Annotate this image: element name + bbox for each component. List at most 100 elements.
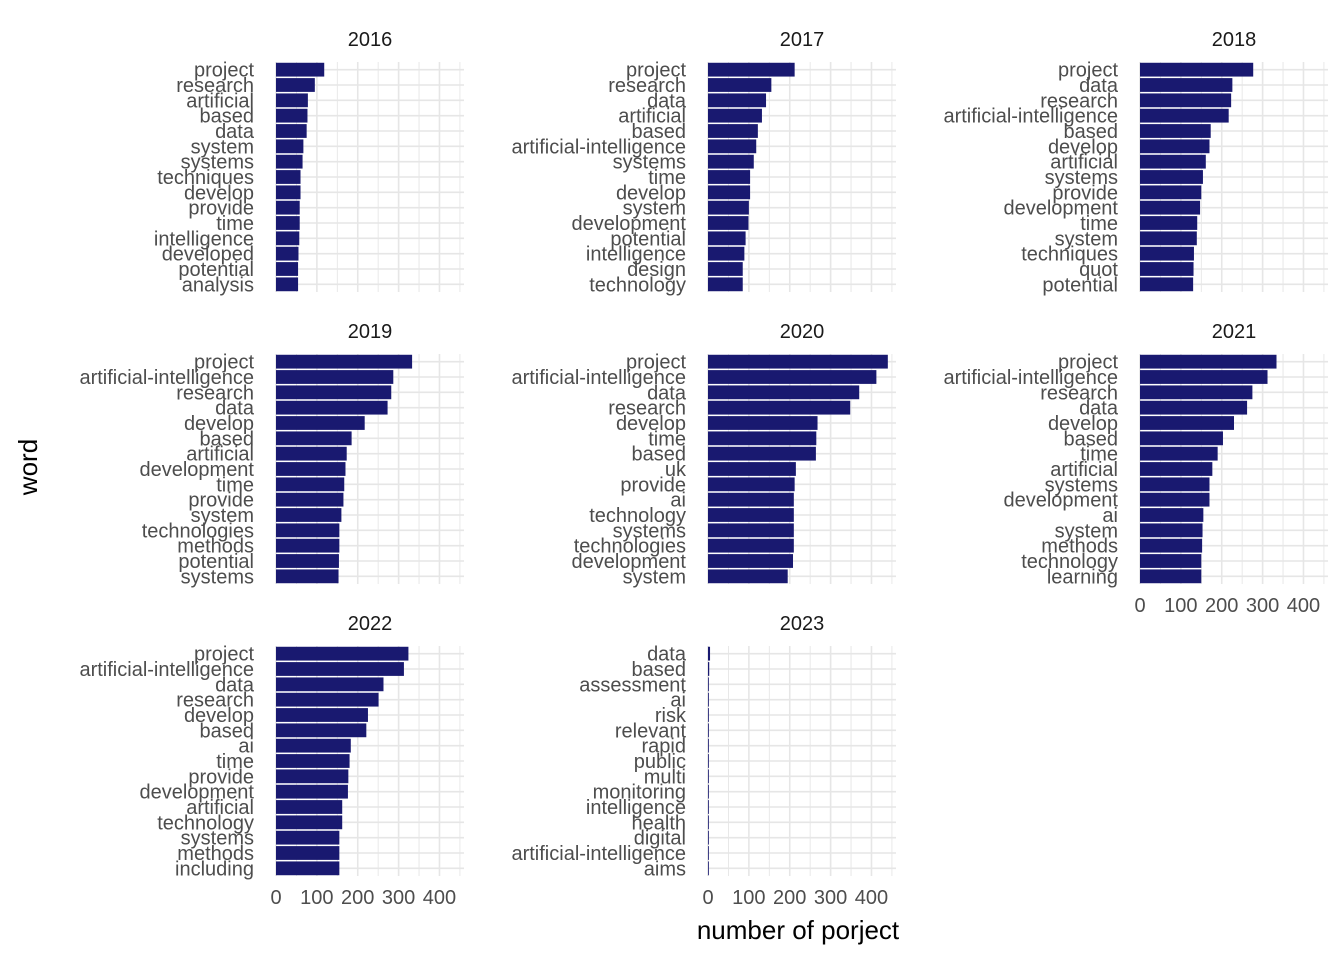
bar xyxy=(276,78,315,92)
category-label: based xyxy=(632,121,687,143)
category-label: data xyxy=(215,398,255,420)
bar xyxy=(1140,216,1198,230)
bar xyxy=(708,523,794,538)
bar xyxy=(708,769,709,784)
category-label: developed xyxy=(162,244,254,266)
bar xyxy=(1140,246,1194,261)
category-label: multi xyxy=(644,766,686,788)
panel-2017: 2017 projectresearchdataartificialbasedar… xyxy=(511,29,896,296)
category-label: digital xyxy=(634,828,686,850)
bar xyxy=(276,662,404,676)
bar xyxy=(276,446,347,461)
bar xyxy=(708,754,709,768)
category-label: project xyxy=(194,352,254,374)
bar xyxy=(276,246,299,261)
bar xyxy=(708,108,762,123)
bar xyxy=(1140,416,1234,430)
category-label: project xyxy=(194,60,254,82)
panel-title: 2020 xyxy=(780,321,825,343)
category-label: research xyxy=(608,75,686,97)
bar xyxy=(276,262,299,276)
category-label: development xyxy=(571,213,686,235)
category-label: artificial-intelligence xyxy=(943,367,1118,389)
bar xyxy=(276,62,325,77)
x-tick-label: 100 xyxy=(300,887,333,909)
x-tick-label: 400 xyxy=(423,887,456,909)
bar xyxy=(1140,370,1268,384)
category-label: artificial-intelligence xyxy=(511,136,686,158)
bar xyxy=(708,262,743,276)
category-label: time xyxy=(216,213,254,235)
bar xyxy=(1140,170,1203,184)
bar xyxy=(276,477,345,492)
bar xyxy=(276,492,344,507)
bar xyxy=(708,477,795,492)
category-label: system xyxy=(191,136,254,158)
bar xyxy=(1140,124,1211,138)
category-label: technologies xyxy=(142,520,254,542)
category-label: data xyxy=(1079,398,1119,420)
category-label: methods xyxy=(1041,536,1118,558)
bar xyxy=(708,416,818,430)
panel-title: 2017 xyxy=(780,29,825,51)
panel-2022: 2022 projectartificial-intelligencedatare… xyxy=(79,613,464,909)
category-label: artificial xyxy=(1050,459,1118,481)
category-label: development xyxy=(139,459,254,481)
category-label: systems xyxy=(181,566,254,588)
bar xyxy=(276,124,307,138)
category-label: systems xyxy=(1045,474,1118,496)
bar xyxy=(708,646,711,661)
category-label: design xyxy=(627,259,686,281)
bar xyxy=(708,738,709,753)
category-label: develop xyxy=(184,182,254,204)
category-label: system xyxy=(1055,520,1118,542)
category-label: project xyxy=(1058,60,1118,82)
panel-title: 2023 xyxy=(780,613,825,635)
bar xyxy=(708,216,749,230)
bar xyxy=(276,170,301,184)
category-label: provide xyxy=(188,766,254,788)
bar xyxy=(1140,446,1218,461)
bar xyxy=(708,815,709,830)
category-label: techniques xyxy=(1021,244,1118,266)
category-label: ai xyxy=(670,490,686,512)
bar xyxy=(708,78,772,92)
category-label: systems xyxy=(613,152,686,174)
category-label: system xyxy=(623,566,686,588)
bar xyxy=(708,492,794,507)
bar xyxy=(1140,262,1194,276)
category-label: rapid xyxy=(642,736,686,758)
category-label: artificial xyxy=(186,444,254,466)
category-label: based xyxy=(200,428,255,450)
bar xyxy=(276,800,343,814)
bar xyxy=(276,416,365,430)
category-label: potential xyxy=(1042,274,1118,296)
bar xyxy=(276,385,392,400)
bar xyxy=(1140,62,1254,77)
x-tick-label: 400 xyxy=(855,887,888,909)
category-label: time xyxy=(648,428,686,450)
bar xyxy=(276,185,301,200)
panel-2019: 2019 projectartificial-intelligenceresear… xyxy=(79,321,464,588)
category-label: project xyxy=(626,352,686,374)
bar xyxy=(708,569,788,584)
bar xyxy=(708,385,860,400)
panel-2021: 2021 projectartificial-intelligenceresear… xyxy=(943,321,1328,617)
bar xyxy=(708,231,746,246)
x-tick-label: 200 xyxy=(773,887,806,909)
x-tick-label: 300 xyxy=(814,887,847,909)
category-label: based xyxy=(632,444,687,466)
category-label: development xyxy=(139,782,254,804)
bar xyxy=(276,508,342,522)
category-label: research xyxy=(1040,382,1118,404)
category-label: ai xyxy=(238,736,254,758)
category-label: time xyxy=(216,751,254,773)
category-label: data xyxy=(647,382,687,404)
panel-title: 2016 xyxy=(348,29,393,51)
category-label: development xyxy=(571,551,686,573)
panel-title: 2019 xyxy=(348,321,393,343)
bar xyxy=(1140,462,1213,476)
bar xyxy=(1140,139,1210,154)
category-label: systems xyxy=(613,520,686,542)
bar xyxy=(708,93,767,108)
